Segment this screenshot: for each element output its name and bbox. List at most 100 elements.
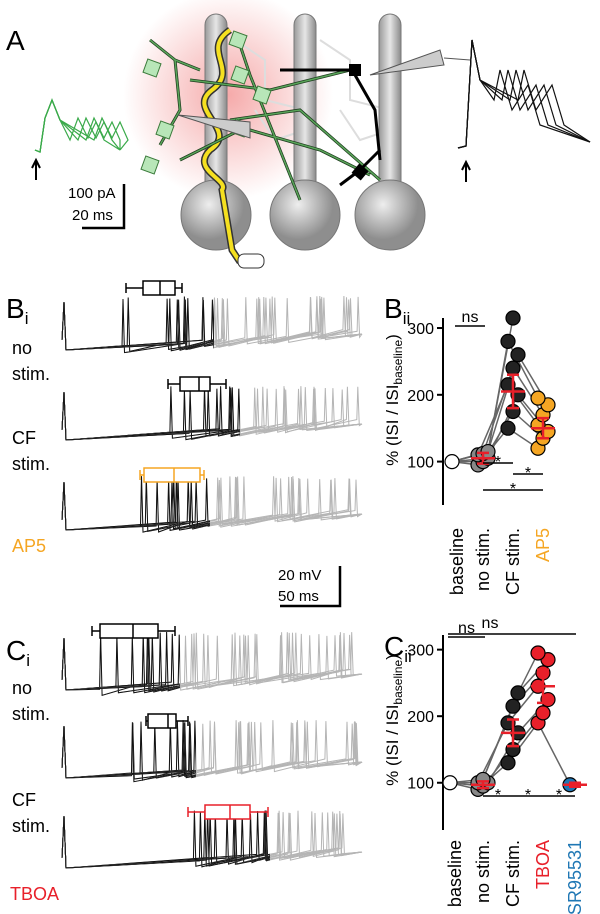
row-label: stim. [12, 704, 50, 724]
box-whisker [167, 379, 227, 389]
significance-label: * [510, 481, 516, 498]
black-trace [61, 388, 240, 441]
soma [354, 179, 426, 251]
y-axis-label-part: baseline [391, 660, 405, 705]
black-trace [61, 389, 240, 441]
recording-pipette [369, 49, 445, 76]
data-point [510, 347, 526, 363]
y-axis-label-part: baseline [391, 340, 405, 385]
scale-bar [82, 184, 126, 230]
connector [507, 685, 539, 724]
row-label: stim. [12, 816, 50, 836]
black-trace [61, 720, 196, 779]
mean-error [471, 451, 495, 465]
y-tick-label: 100 [407, 455, 434, 472]
data-point [530, 390, 546, 406]
black-trace [61, 811, 270, 869]
interneuron [252, 85, 272, 105]
box [142, 280, 176, 296]
y-tick-label: 200 [407, 709, 434, 726]
box [179, 376, 211, 392]
box-whisker [125, 283, 183, 293]
mean-error [531, 668, 555, 705]
black-trace [61, 387, 240, 441]
pipette-wire [443, 57, 471, 61]
black-trace [61, 633, 180, 696]
connector [537, 722, 571, 786]
box-whisker [145, 716, 189, 726]
black-trace [61, 386, 240, 441]
black-trace [61, 476, 210, 533]
stim-arrow [31, 157, 41, 180]
scale-bar [280, 566, 342, 608]
dendrite [293, 13, 317, 195]
mean-error [501, 718, 525, 748]
black-trace [61, 635, 180, 692]
interneuron [140, 155, 160, 175]
significance-label: ns [462, 309, 479, 326]
y-axis-label-part: ) [383, 654, 402, 660]
y-axis-label-part: ) [383, 334, 402, 340]
panel-label: Bii [384, 293, 410, 328]
category-label: AP5 [533, 528, 553, 562]
black-trace [61, 810, 270, 869]
row-label: no [12, 678, 32, 698]
gray-trace [61, 387, 363, 441]
epsc-trace [34, 98, 129, 153]
row-label: stim. [12, 454, 50, 474]
epsc-trace [34, 98, 121, 153]
black-trace [61, 632, 180, 694]
y-tick-label: 100 [407, 776, 434, 793]
row-label: stim. [12, 364, 50, 384]
box [204, 804, 251, 820]
gray-trace [61, 386, 363, 441]
data-point [500, 420, 516, 436]
significance-label: * [525, 465, 531, 482]
gray-trace [61, 386, 363, 441]
row-label: no [12, 338, 32, 358]
black-trace [61, 721, 196, 779]
significance-label: * [495, 454, 501, 471]
data-point [444, 453, 460, 470]
black-trace [61, 297, 214, 353]
data-point [530, 645, 546, 661]
black-trace [61, 299, 214, 351]
data-point [500, 755, 516, 771]
panel-letter: A [6, 25, 25, 56]
black-trace [61, 299, 214, 351]
interneuron [142, 58, 162, 78]
significance-label: * [525, 787, 531, 804]
black-trace [61, 632, 180, 691]
row-label: CF [12, 428, 36, 448]
panel-label: Bi [6, 293, 28, 328]
interneuron [228, 30, 248, 50]
black-trace [61, 634, 180, 694]
data-point [505, 310, 521, 326]
panel-letter: C [384, 631, 404, 662]
panel-label: Ci [6, 635, 30, 670]
black-interneuron [351, 163, 369, 181]
category-label: SR95531 [565, 840, 585, 914]
epsc-trace [34, 98, 121, 153]
black-trace [61, 476, 210, 533]
panel-sublabel: ii [403, 309, 411, 328]
gray-trace [61, 811, 363, 869]
gray-trace [61, 386, 363, 441]
significance-label: ns [482, 615, 499, 632]
y-axis-label: % (ISI / ISIbaseline) [383, 654, 405, 786]
category-label: no stim. [473, 528, 493, 591]
significance-label: * [495, 787, 501, 804]
interneuron [155, 120, 175, 140]
black-trace [61, 634, 180, 693]
black-trace [61, 387, 240, 441]
category-label: no stim. [473, 840, 493, 903]
recording-pipette [177, 114, 251, 139]
gray-trace [61, 386, 363, 441]
gray-trace [61, 632, 363, 693]
data-point [505, 360, 521, 376]
gray-trace [61, 387, 363, 441]
box-whisker [91, 626, 176, 636]
black-trace [61, 810, 270, 869]
black-trace [61, 299, 214, 351]
